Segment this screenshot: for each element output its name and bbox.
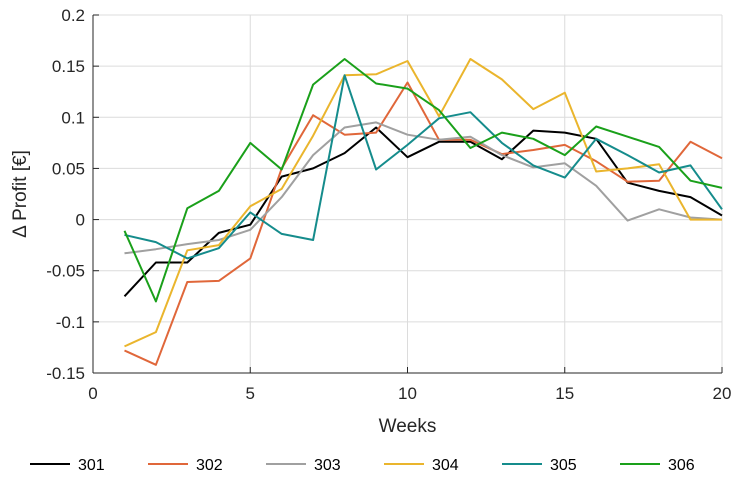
axes — [92, 14, 723, 374]
grid — [92, 14, 723, 374]
y-tick-label: 0.2 — [61, 6, 85, 25]
x-axis-label: Weeks — [379, 416, 437, 437]
tick-labels: 0 5 10 15 20 -0.15 -0.1 -0.05 0 0.05 0.1 0.15 0.2 — [46, 6, 731, 403]
series-line-304 — [124, 58, 722, 348]
x-tick-label: 20 — [713, 384, 732, 403]
legend-label-303: 303 — [314, 457, 341, 474]
y-tick-label: -0.15 — [46, 364, 85, 383]
y-tick-label: -0.1 — [56, 313, 85, 332]
x-tick-label: 5 — [246, 384, 255, 403]
legend-label-305: 305 — [550, 457, 577, 474]
y-tick-label: 0.05 — [52, 159, 85, 178]
series-line-305 — [124, 74, 723, 260]
series-lines — [123, 58, 723, 366]
x-tick-label: 10 — [398, 384, 417, 403]
y-axis-label: Δ Profit [€] — [10, 150, 31, 238]
series-line-301 — [123, 126, 723, 297]
series-line-306 — [123, 58, 723, 303]
series-line-302 — [124, 81, 723, 366]
legend-label-306: 306 — [668, 457, 695, 474]
legend: 301 302 303 304 305 306 — [30, 457, 695, 474]
series-line-303 — [124, 121, 723, 255]
legend-label-302: 302 — [196, 457, 223, 474]
y-tick-label: -0.05 — [46, 262, 85, 281]
legend-label-301: 301 — [78, 457, 105, 474]
y-tick-label: 0.15 — [52, 57, 85, 76]
legend-label-304: 304 — [432, 457, 459, 474]
y-tick-label: 0.1 — [61, 108, 85, 127]
x-tick-label: 0 — [88, 384, 97, 403]
x-tick-label: 15 — [555, 384, 574, 403]
y-tick-label: 0 — [76, 211, 85, 230]
